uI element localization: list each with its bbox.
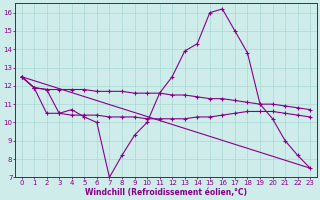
X-axis label: Windchill (Refroidissement éolien,°C): Windchill (Refroidissement éolien,°C)	[85, 188, 247, 197]
